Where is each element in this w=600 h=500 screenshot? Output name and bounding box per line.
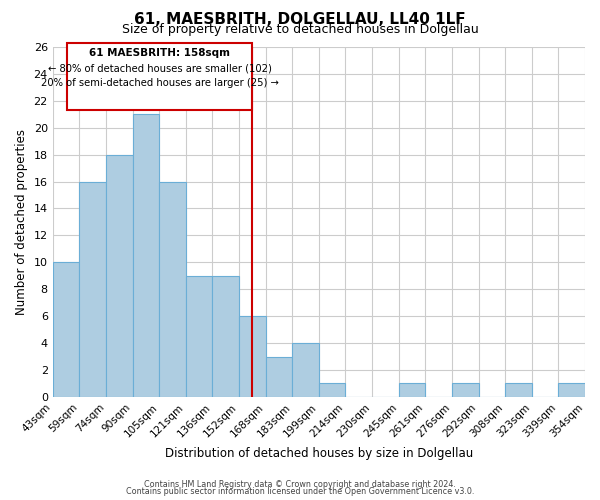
Bar — [292, 343, 319, 397]
Bar — [53, 262, 79, 397]
Y-axis label: Number of detached properties: Number of detached properties — [15, 129, 28, 315]
Bar — [559, 384, 585, 397]
Bar — [186, 276, 212, 397]
Bar — [159, 182, 186, 397]
Text: 61, MAESBRITH, DOLGELLAU, LL40 1LF: 61, MAESBRITH, DOLGELLAU, LL40 1LF — [134, 12, 466, 28]
X-axis label: Distribution of detached houses by size in Dolgellau: Distribution of detached houses by size … — [165, 447, 473, 460]
Bar — [239, 316, 266, 397]
Text: 20% of semi-detached houses are larger (25) →: 20% of semi-detached houses are larger (… — [41, 78, 279, 88]
Bar — [452, 384, 479, 397]
Text: Size of property relative to detached houses in Dolgellau: Size of property relative to detached ho… — [122, 22, 478, 36]
FancyBboxPatch shape — [67, 43, 252, 110]
Text: 61 MAESBRITH: 158sqm: 61 MAESBRITH: 158sqm — [89, 48, 230, 58]
Bar — [106, 154, 133, 397]
Bar — [79, 182, 106, 397]
Text: Contains HM Land Registry data © Crown copyright and database right 2024.: Contains HM Land Registry data © Crown c… — [144, 480, 456, 489]
Bar — [266, 356, 292, 397]
Bar — [398, 384, 425, 397]
Bar — [133, 114, 159, 397]
Bar — [212, 276, 239, 397]
Text: Contains public sector information licensed under the Open Government Licence v3: Contains public sector information licen… — [126, 488, 474, 496]
Text: ← 80% of detached houses are smaller (102): ← 80% of detached houses are smaller (10… — [48, 63, 272, 73]
Bar — [319, 384, 346, 397]
Bar — [505, 384, 532, 397]
